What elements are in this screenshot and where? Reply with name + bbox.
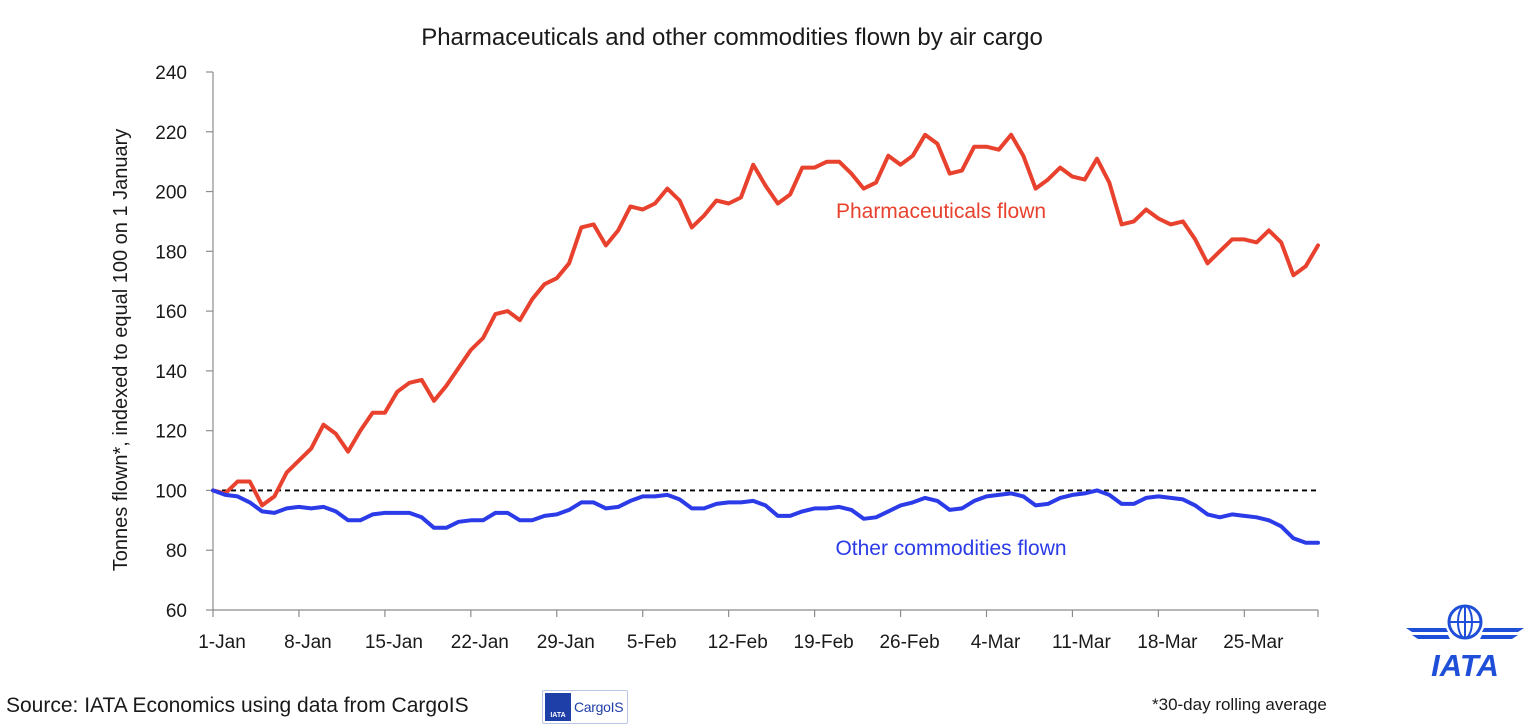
iata-logo-icon: IATA <box>1406 604 1524 683</box>
x-tick-label: 29-Jan <box>537 632 595 653</box>
x-tick-label: 15-Jan <box>365 632 423 653</box>
series-line-other-commodities <box>211 488 1320 545</box>
x-tick-label: 26-Feb <box>879 632 939 653</box>
x-tick-label: 5-Feb <box>627 632 677 653</box>
x-tick-label: 8-Jan <box>284 632 332 653</box>
series-label-pharmaceuticals: Pharmaceuticals flown <box>836 200 1046 223</box>
chart: Pharmaceuticals and other commodities fl… <box>110 24 1320 653</box>
svg-text:IATA: IATA <box>1431 648 1499 683</box>
x-tick-label: 25-Mar <box>1223 632 1284 653</box>
x-tick-label: 22-Jan <box>451 632 509 653</box>
x-tick-label: 18-Mar <box>1137 632 1198 653</box>
y-tick-label: 120 <box>155 422 187 443</box>
series-line-pharmaceuticals <box>211 132 1320 508</box>
x-tick-label: 11-Mar <box>1052 632 1111 653</box>
chart-title: Pharmaceuticals and other commodities fl… <box>421 24 1043 51</box>
y-tick-label: 160 <box>155 302 187 323</box>
x-tick-label: 1-Jan <box>198 632 246 653</box>
series-group: Pharmaceuticals flown Other commodities f… <box>211 132 1320 560</box>
x-tick-label: 4-Mar <box>971 632 1021 653</box>
y-tick-label: 60 <box>166 601 187 622</box>
y-tick-label: 200 <box>155 183 187 204</box>
x-tick-label: 19-Feb <box>794 632 854 653</box>
y-tick-label: 80 <box>166 541 187 562</box>
y-tick-label: 220 <box>155 123 187 144</box>
source-note: Source: IATA Economics using data from C… <box>6 694 469 717</box>
series-label-other-commodities: Other commodities flown <box>835 537 1066 560</box>
axes: 60 80 100 120 140 160 180 200 220 240 1-Jan 8-Jan 15… <box>155 63 1319 653</box>
x-tick-label: 12-Feb <box>708 632 768 653</box>
y-tick-label: 140 <box>155 362 187 383</box>
y-axis-label: Tonnes flown*, indexed to equal 100 on 1… <box>110 129 132 572</box>
y-tick-label: 100 <box>155 481 187 502</box>
cargois-mark-icon: IATA <box>545 693 571 721</box>
footnote: *30-day rolling average <box>1152 695 1327 714</box>
y-tick-label: 240 <box>155 63 187 84</box>
cargois-wordmark: CargoIS <box>574 699 624 715</box>
y-tick-label: 180 <box>155 242 187 263</box>
cargois-logo: IATA CargoIS <box>542 690 628 724</box>
